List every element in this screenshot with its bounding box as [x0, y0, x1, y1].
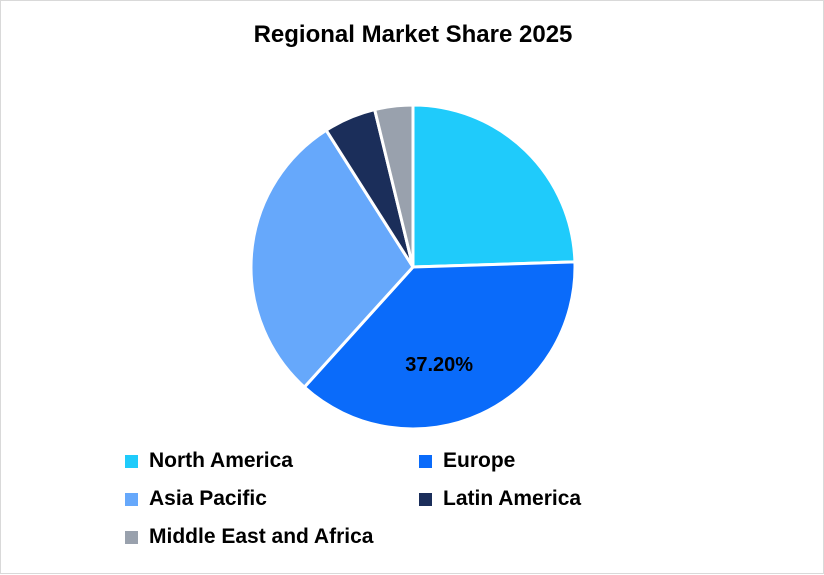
legend-item-asia-pacific: Asia Pacific	[125, 485, 267, 513]
pie-slices	[249, 103, 577, 431]
legend-swatch	[419, 492, 432, 506]
legend-label: Asia Pacific	[149, 487, 267, 510]
pie-slice-asia-pacific	[249, 128, 415, 389]
pie-slice-north-america	[411, 103, 577, 269]
legend-label: Europe	[443, 449, 516, 472]
pie-data-labels: 37.20%	[405, 354, 473, 376]
data-label-europe: 37.20%	[405, 354, 473, 376]
legend-item-middle-east-and-africa: Middle East and Africa	[125, 523, 373, 551]
pie-slice-middle-east-and-africa	[373, 103, 415, 269]
legend-item-north-america: North America	[125, 447, 293, 475]
legend-label: North America	[149, 449, 293, 472]
legend-swatch	[419, 454, 432, 468]
legend-label: Middle East and Africa	[149, 525, 374, 548]
legend-label: Latin America	[443, 487, 582, 510]
legend-swatch	[125, 530, 138, 544]
pie-slice-europe	[302, 260, 577, 431]
legend-swatch	[125, 454, 138, 468]
legend-item-europe: Europe	[419, 447, 515, 475]
legend-item-latin-america: Latin America	[419, 485, 581, 513]
chart-title: Regional Market Share 2025	[253, 21, 573, 48]
legend-swatch	[125, 492, 138, 506]
